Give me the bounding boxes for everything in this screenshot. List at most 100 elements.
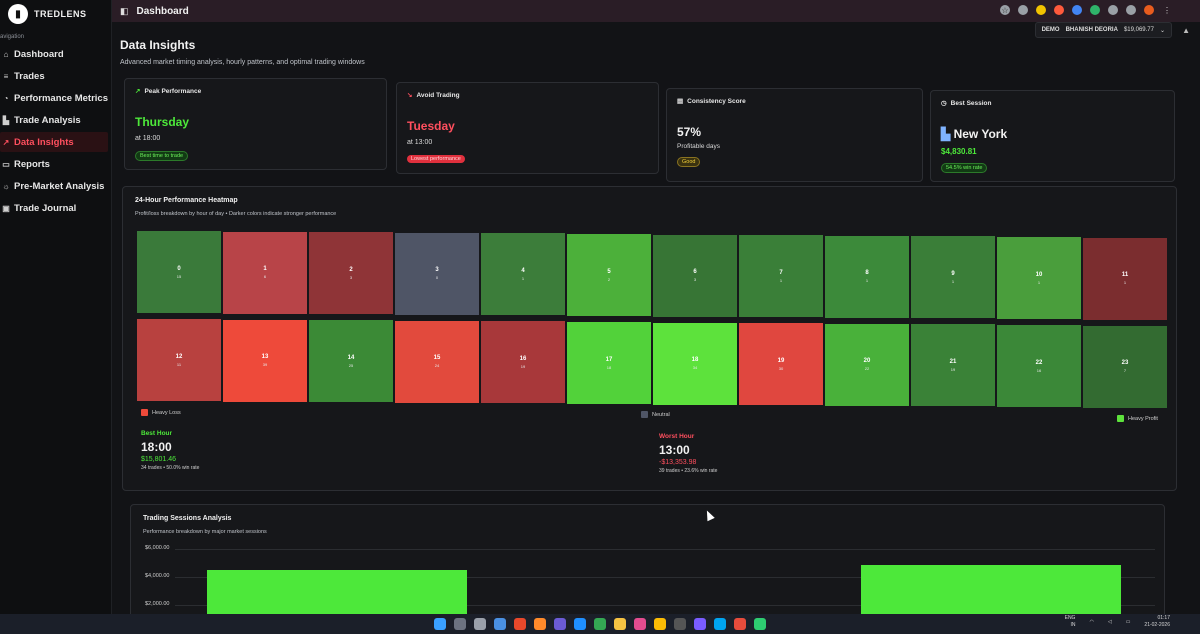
legend-label: Neutral bbox=[652, 411, 670, 418]
heatmap-cell[interactable]: 0 15 bbox=[137, 231, 221, 313]
main-content: Data Insights Advanced market timing ana… bbox=[112, 22, 1200, 634]
heatmap-cell-hour: 2 bbox=[349, 266, 353, 273]
avoid-time: at 13:00 bbox=[407, 139, 433, 146]
best-session-card: ◷ Best Session ▙ New York $4,830.81 54.5%… bbox=[930, 90, 1175, 182]
search-icon[interactable] bbox=[454, 618, 466, 630]
heatmap-cell-trades: 6 bbox=[263, 274, 267, 280]
legend-neutral: Neutral bbox=[641, 411, 670, 418]
heatmap-cell[interactable]: 14 25 bbox=[309, 320, 393, 403]
app-icon[interactable] bbox=[634, 618, 646, 630]
heatmap-cell[interactable]: 23 7 bbox=[1083, 325, 1167, 408]
app-icon[interactable] bbox=[734, 618, 746, 630]
extensions-row: ☆ ⋮ bbox=[1000, 2, 1172, 18]
clock[interactable]: 01:17 21-02-2026 bbox=[1144, 615, 1170, 629]
heatmap-cell[interactable]: 16 19 bbox=[481, 321, 565, 404]
extension-icon[interactable] bbox=[1072, 5, 1082, 15]
heatmap-cell-hour: 8 bbox=[865, 270, 869, 277]
sidebar-item-trades[interactable]: ≡ Trades bbox=[0, 66, 112, 86]
language-indicator[interactable]: ENG IN bbox=[1065, 615, 1076, 629]
heatmap-cell[interactable]: 17 18 bbox=[567, 322, 651, 404]
top-header: ◧ Dashboard bbox=[112, 0, 1200, 22]
heatmap-cell-trades: 1 bbox=[521, 275, 525, 281]
heatmap-cell-trades: 1 bbox=[1123, 280, 1127, 286]
taskview-icon[interactable] bbox=[474, 618, 486, 630]
sidebar-item-reports[interactable]: ▭ Reports bbox=[0, 154, 112, 174]
legend-heavy-loss: Heavy Loss bbox=[141, 409, 181, 416]
extension-icon[interactable] bbox=[1018, 5, 1028, 15]
extension-icon[interactable] bbox=[1090, 5, 1100, 15]
app-icon[interactable] bbox=[574, 618, 586, 630]
heatmap-cell[interactable]: 22 16 bbox=[997, 325, 1081, 407]
heatmap-cell-hour: 21 bbox=[949, 358, 957, 365]
app-icon[interactable] bbox=[594, 618, 606, 630]
heatmap-cell[interactable]: 18 34 bbox=[653, 322, 737, 405]
brand-name: TREDLENS bbox=[34, 9, 87, 19]
heatmap-cell-trades: 1 bbox=[951, 278, 955, 284]
heatmap-cell[interactable]: 15 24 bbox=[395, 320, 479, 403]
sidebar-item-dashboard[interactable]: ⌂ Dashboard bbox=[0, 44, 112, 64]
sidebar-item-performance-metrics[interactable]: ◔ Performance Metrics bbox=[0, 88, 112, 108]
heatmap-cell[interactable]: 10 1 bbox=[997, 237, 1081, 319]
bookmark-star-icon[interactable]: ☆ bbox=[1000, 5, 1010, 15]
app-icon[interactable] bbox=[714, 618, 726, 630]
battery-icon[interactable]: ▭ bbox=[1125, 619, 1131, 625]
app-icon[interactable] bbox=[534, 618, 546, 630]
card-label: Consistency Score bbox=[687, 97, 746, 105]
app-icon[interactable] bbox=[514, 618, 526, 630]
account-selector[interactable]: DEMO BHANISH DEORIA $19,069.77 ⌄ bbox=[1034, 22, 1172, 38]
folder-icon[interactable] bbox=[614, 618, 626, 630]
worst-hour-label: Worst Hour bbox=[659, 433, 695, 440]
heatmap-cell[interactable]: 13 39 bbox=[223, 319, 307, 402]
more-options-icon[interactable]: ⋮ bbox=[1163, 5, 1171, 15]
sidebar-item-data-insights[interactable]: ↗ Data Insights bbox=[0, 132, 108, 152]
lang-label: ENG bbox=[1064, 615, 1076, 621]
windows-start-icon[interactable] bbox=[434, 618, 446, 630]
heatmap-cell-hour: 17 bbox=[605, 356, 613, 363]
session-amount: $4,830.81 bbox=[941, 147, 977, 156]
volume-icon[interactable]: ◁ bbox=[1107, 619, 1112, 625]
app-icon[interactable] bbox=[754, 618, 766, 630]
report-icon: ▭ bbox=[2, 159, 10, 169]
region-label: IN bbox=[1070, 622, 1076, 628]
app-icon[interactable] bbox=[694, 618, 706, 630]
heatmap-cell[interactable]: 20 22 bbox=[825, 323, 909, 406]
extension-icon[interactable] bbox=[1126, 5, 1136, 15]
app-icon[interactable] bbox=[674, 618, 686, 630]
sidebar-item-trade-analysis[interactable]: ▙ Trade Analysis bbox=[0, 110, 112, 130]
app-icon[interactable] bbox=[554, 618, 566, 630]
heatmap-cell[interactable]: 12 11 bbox=[137, 319, 221, 401]
clock-date: 21-02-2026 bbox=[1144, 622, 1170, 628]
heatmap-cell-hour: 0 bbox=[177, 265, 181, 272]
extension-icon[interactable] bbox=[1054, 5, 1064, 15]
heatmap-cell-hour: 19 bbox=[777, 357, 785, 364]
heatmap-cell[interactable]: 21 19 bbox=[911, 324, 995, 407]
card-label: Peak Performance bbox=[144, 87, 202, 95]
app-icon[interactable] bbox=[494, 618, 506, 630]
chevron-down-icon: ⌄ bbox=[1159, 27, 1165, 34]
profile-avatar-icon[interactable] bbox=[1144, 5, 1154, 15]
wifi-icon[interactable]: ◠ bbox=[1089, 619, 1094, 625]
y-tick-label: $2,000.00 bbox=[145, 601, 170, 607]
sidebar-item-trade-journal[interactable]: ▣ Trade Journal bbox=[0, 198, 112, 218]
heatmap-cell[interactable]: 11 1 bbox=[1083, 237, 1167, 320]
extension-icon[interactable] bbox=[1108, 5, 1118, 15]
extension-icon[interactable] bbox=[1036, 5, 1046, 15]
notification-bell-icon[interactable]: ▲ bbox=[1182, 26, 1190, 35]
sidebar-toggle-icon[interactable]: ◧ bbox=[120, 5, 129, 16]
legend-label: Heavy Loss bbox=[152, 409, 181, 416]
brand[interactable]: ▮ TREDLENS bbox=[8, 4, 87, 24]
sidebar-item-pre-market-analysis[interactable]: ☼ Pre-Market Analysis bbox=[0, 176, 112, 196]
windows-taskbar bbox=[0, 614, 1200, 634]
heatmap-cell[interactable]: 19 30 bbox=[739, 323, 823, 406]
chrome-icon[interactable] bbox=[654, 618, 666, 630]
